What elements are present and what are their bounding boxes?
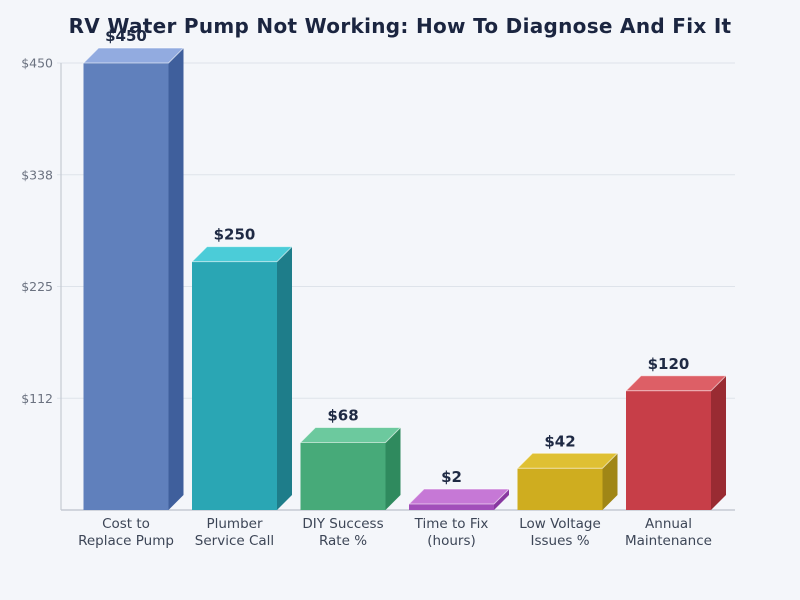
bar-diy-success-rate: $68 DIY Success Rate % [299, 406, 402, 549]
bar-side-annual-maintenance [711, 375, 726, 510]
value-label-plumber-service-call: $250 [214, 226, 256, 244]
chart-title: RV Water Pump Not Working: How To Diagno… [68, 14, 732, 38]
y-tick-label-450: $450 [21, 56, 53, 71]
bar-top-diy-success-rate [299, 426, 402, 443]
bar-front-plumber-service-call [192, 261, 277, 510]
bar-cost-to-replace-pump: $450 Cost to Replace Pump [78, 27, 185, 549]
bar-side-diy-success-rate [385, 427, 401, 510]
bar-annual-maintenance: $120 Annual Maintenance [624, 355, 728, 549]
bar-top-annual-maintenance [624, 375, 728, 392]
bar-top-plumber-service-call [190, 246, 294, 263]
bar-front-cost-to-replace-pump [83, 63, 169, 510]
bar-top-time-to-fix-hours [407, 488, 511, 505]
value-label-time-to-fix-hours: $2 [441, 468, 462, 486]
bar-front-time-to-fix-hours [409, 504, 494, 510]
category-label-annual-maintenance: Annual Maintenance [625, 516, 712, 549]
bar-side-cost-to-replace-pump [168, 48, 184, 510]
bar-time-to-fix-hours: $2 Time to Fix (hours) [407, 468, 511, 549]
bar-front-annual-maintenance [626, 390, 711, 510]
value-label-annual-maintenance: $120 [648, 355, 690, 373]
category-label-low-voltage-issues: Low Voltage Issues % [519, 516, 601, 549]
category-label-cost-to-replace-pump: Cost to Replace Pump [78, 516, 174, 549]
category-label-time-to-fix-hours: Time to Fix (hours) [414, 516, 489, 549]
bar-top-low-voltage-issues [516, 452, 619, 469]
bar-low-voltage-issues: $42 Low Voltage Issues % [516, 432, 619, 549]
bar-side-time-to-fix-hours [494, 489, 509, 510]
y-tick-label-112: $112 [21, 391, 53, 406]
y-tick-label-338: $338 [21, 167, 53, 182]
value-label-low-voltage-issues: $42 [544, 432, 575, 450]
bar-side-plumber-service-call [277, 246, 292, 510]
bar-plumber-service-call: $250 Plumber Service Call [190, 226, 294, 549]
y-tick-label-225: $225 [21, 279, 53, 294]
bar-front-low-voltage-issues [517, 468, 603, 510]
bar-side-low-voltage-issues [602, 453, 618, 510]
bar-top-cost-to-replace-pump [82, 47, 185, 64]
category-label-plumber-service-call: Plumber Service Call [195, 516, 274, 549]
value-label-cost-to-replace-pump: $450 [105, 27, 147, 45]
value-label-diy-success-rate: $68 [327, 406, 358, 424]
bar-front-diy-success-rate [300, 442, 386, 510]
category-label-diy-success-rate: DIY Success Rate % [302, 516, 383, 549]
